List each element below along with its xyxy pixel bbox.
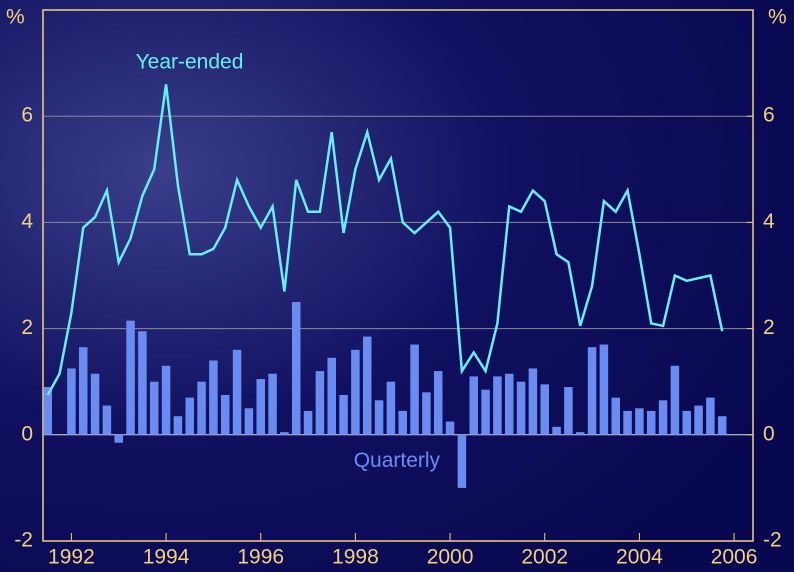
page: % % -2 0 2 4 6 -2 0 2 4 6 1992 1994 1996 1998 2000 2002… bbox=[0, 0, 794, 572]
background bbox=[0, 0, 794, 572]
y2-tick-label: 4 bbox=[763, 210, 775, 233]
y2-tick-label: 2 bbox=[763, 316, 775, 339]
bar bbox=[517, 382, 526, 435]
x-tick-label: 2000 bbox=[427, 546, 474, 569]
x-tick-label: 1994 bbox=[143, 546, 190, 569]
bar bbox=[327, 358, 336, 435]
bar bbox=[209, 360, 218, 434]
y2-axis-label: % bbox=[768, 6, 787, 29]
bar bbox=[469, 376, 478, 434]
bar bbox=[351, 350, 360, 435]
bar bbox=[197, 382, 206, 435]
bar bbox=[233, 350, 242, 435]
y-tick-label: 4 bbox=[21, 210, 33, 233]
bar bbox=[540, 384, 549, 434]
bar bbox=[588, 347, 597, 435]
bar bbox=[647, 411, 656, 435]
bar bbox=[245, 408, 254, 435]
series-label: Year-ended bbox=[136, 51, 244, 74]
bar bbox=[79, 347, 88, 435]
x-tick-label: 1996 bbox=[237, 546, 284, 569]
bar bbox=[138, 331, 147, 435]
bar bbox=[363, 337, 372, 435]
bar bbox=[552, 427, 561, 435]
bar bbox=[422, 392, 431, 434]
bar bbox=[304, 411, 313, 435]
bar bbox=[564, 387, 573, 435]
bar bbox=[375, 400, 384, 435]
bar bbox=[221, 395, 230, 435]
bar bbox=[706, 398, 715, 435]
bar bbox=[529, 368, 538, 434]
bar bbox=[682, 411, 691, 435]
bar bbox=[103, 406, 112, 435]
bar bbox=[481, 390, 490, 435]
bar bbox=[623, 411, 632, 435]
bar bbox=[185, 398, 194, 435]
bar bbox=[150, 382, 159, 435]
y2-tick-label: 6 bbox=[763, 104, 775, 127]
series-label: Quarterly bbox=[354, 449, 441, 472]
y-tick-label: 0 bbox=[21, 422, 33, 445]
bar bbox=[611, 398, 620, 435]
x-tick-label: 1992 bbox=[48, 546, 95, 569]
bar bbox=[114, 435, 123, 443]
bar bbox=[446, 422, 455, 435]
y-tick-label: 6 bbox=[21, 104, 33, 127]
bar bbox=[505, 374, 514, 435]
bar bbox=[280, 432, 289, 435]
y2-tick-label: -2 bbox=[763, 529, 782, 552]
y-tick-label: -2 bbox=[14, 529, 33, 552]
bar bbox=[67, 368, 76, 434]
bar bbox=[387, 382, 396, 435]
bar bbox=[458, 435, 467, 488]
chart: % % -2 0 2 4 6 -2 0 2 4 6 1992 1994 1996 1998 2000 2002… bbox=[0, 0, 794, 572]
bar bbox=[162, 366, 171, 435]
bar bbox=[410, 345, 419, 435]
bar bbox=[126, 321, 135, 435]
bar bbox=[635, 408, 644, 435]
bar bbox=[600, 345, 609, 435]
x-tick-label: 2006 bbox=[711, 546, 758, 569]
bar bbox=[256, 379, 265, 435]
x-tick-label: 2004 bbox=[616, 546, 663, 569]
bar bbox=[576, 432, 585, 435]
bar bbox=[434, 371, 443, 435]
bar bbox=[493, 376, 502, 434]
y-tick-label: 2 bbox=[21, 316, 33, 339]
bar bbox=[718, 416, 727, 435]
y-axis-label: % bbox=[6, 6, 25, 29]
bar bbox=[268, 374, 277, 435]
bar bbox=[174, 416, 183, 435]
y2-tick-label: 0 bbox=[763, 422, 775, 445]
bar bbox=[91, 374, 100, 435]
bar bbox=[316, 371, 325, 435]
bar bbox=[659, 400, 668, 435]
bar bbox=[339, 395, 348, 435]
bar bbox=[671, 366, 680, 435]
bar bbox=[398, 411, 407, 435]
bar bbox=[292, 302, 301, 435]
x-tick-label: 1998 bbox=[332, 546, 379, 569]
bar bbox=[694, 406, 703, 435]
x-tick-label: 2002 bbox=[521, 546, 568, 569]
